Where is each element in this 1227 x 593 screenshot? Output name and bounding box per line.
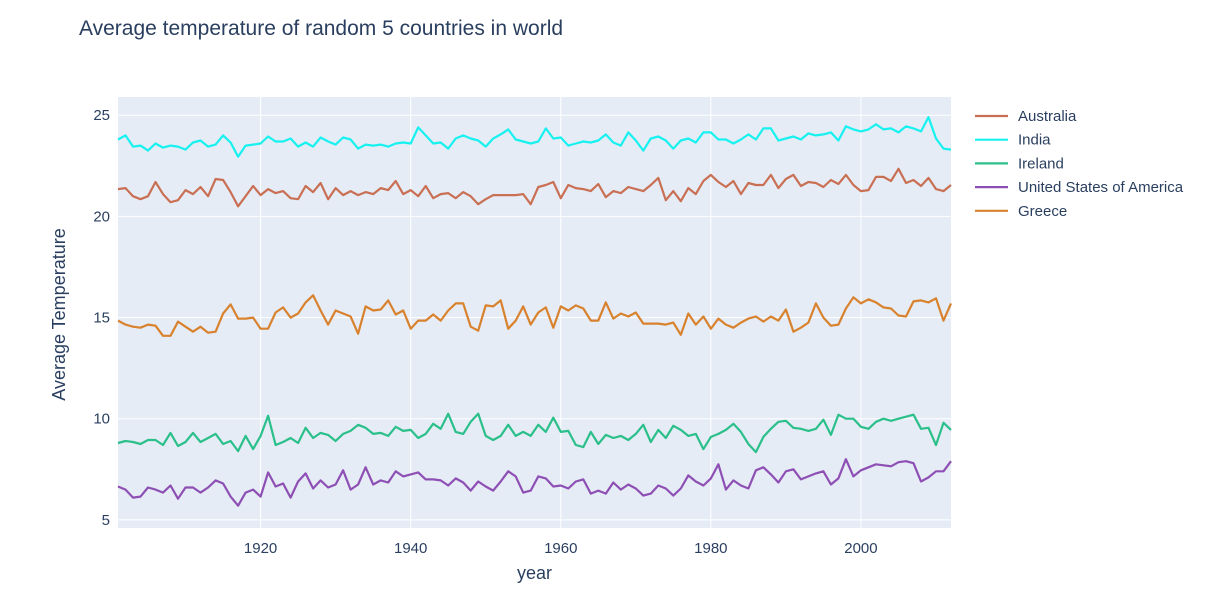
- series-lines: [117, 116, 953, 507]
- legend[interactable]: Australia India Ireland United States of Am…: [975, 108, 1184, 220]
- y-axis-title: Average Temperature: [49, 228, 69, 400]
- x-tick-label: 1940: [394, 540, 427, 557]
- legend-label: India: [1018, 132, 1051, 149]
- x-axis-title: year: [517, 563, 552, 583]
- y-tick-label: 5: [102, 512, 110, 529]
- y-tick-label: 25: [93, 107, 110, 124]
- y-axis-ticks: 5 10 15 20 25: [93, 107, 110, 529]
- y-tick-label: 15: [93, 310, 110, 327]
- y-tick-label: 20: [93, 208, 110, 225]
- legend-label: United States of America: [1018, 179, 1184, 196]
- y-tick-label: 10: [93, 411, 110, 428]
- legend-label: Australia: [1018, 108, 1077, 125]
- series-line-india: [117, 116, 952, 158]
- legend-item-australia[interactable]: Australia: [975, 108, 1077, 125]
- legend-label: Ireland: [1018, 155, 1064, 172]
- x-tick-label: 1960: [544, 540, 577, 557]
- legend-item-greece[interactable]: Greece: [975, 203, 1067, 220]
- grid-lines: [118, 97, 951, 528]
- legend-item-ireland[interactable]: Ireland: [975, 155, 1064, 172]
- series-line-ireland: [117, 412, 952, 454]
- legend-item-united-states-of-america[interactable]: United States of America: [975, 179, 1184, 196]
- x-tick-label: 1980: [694, 540, 727, 557]
- plot-area: [118, 97, 951, 528]
- series-line-australia: [117, 167, 952, 208]
- legend-item-india[interactable]: India: [975, 132, 1051, 149]
- chart-title: Average temperature of random 5 countrie…: [79, 17, 563, 40]
- series-line-united-states-of-america: [117, 458, 952, 507]
- series-line-greece: [117, 294, 953, 337]
- x-axis-ticks: 1920 1940 1960 1980 2000: [244, 540, 878, 557]
- x-tick-label: 2000: [844, 540, 877, 557]
- legend-label: Greece: [1018, 203, 1067, 220]
- x-tick-label: 1920: [244, 540, 277, 557]
